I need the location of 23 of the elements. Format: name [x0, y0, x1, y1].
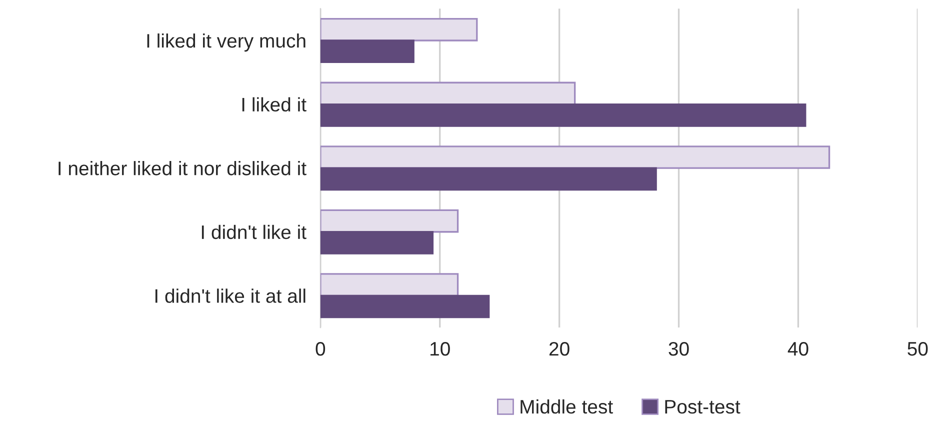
- x-tick-label: 10: [430, 342, 450, 356]
- bar: [320, 18, 478, 42]
- bar: [320, 273, 459, 296]
- bar: [320, 146, 830, 169]
- bar: [320, 103, 806, 127]
- bar: [320, 231, 434, 254]
- x-tick-label: 20: [549, 342, 570, 356]
- legend-label: Post-test: [665, 400, 740, 414]
- bar: [320, 294, 490, 318]
- legend-label: Middle test: [520, 399, 613, 414]
- x-tick-label: 30: [668, 342, 689, 356]
- y-tick-label: I liked it very much: [147, 33, 306, 52]
- y-tick-label: I neither liked it nor disliked it: [58, 161, 306, 176]
- bar: [320, 167, 657, 191]
- x-tick-label: 50: [908, 342, 928, 356]
- y-tick-label: I didn't like it at all: [155, 288, 306, 303]
- bar: [320, 82, 576, 106]
- y-tick-label: I liked it: [242, 97, 306, 112]
- bar: [320, 209, 459, 233]
- y-tick-label: I didn't like it: [202, 224, 306, 240]
- x-tick-label: 0: [316, 342, 326, 356]
- x-tick-label: 40: [788, 342, 808, 356]
- bar: [320, 40, 414, 64]
